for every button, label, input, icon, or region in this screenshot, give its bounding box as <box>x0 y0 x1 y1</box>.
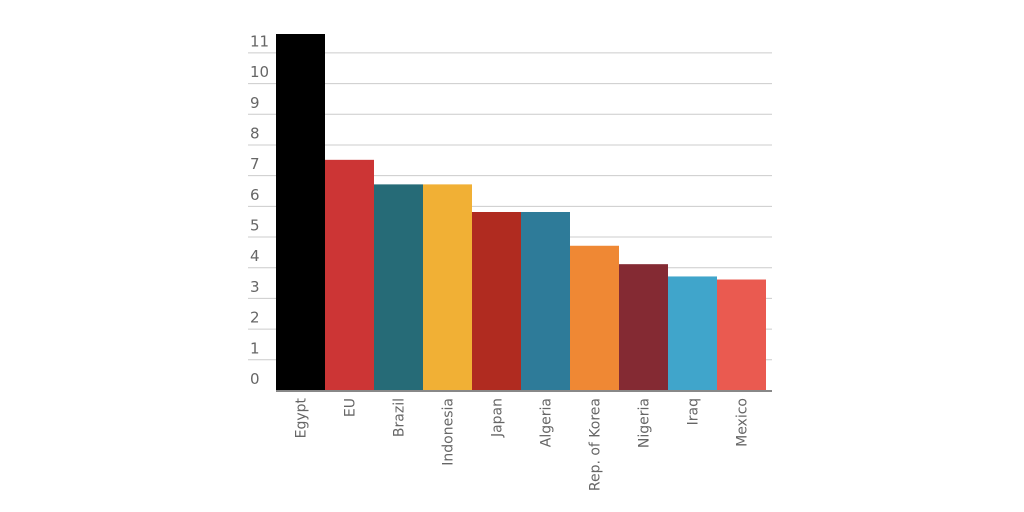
category-label: Egypt <box>294 398 310 439</box>
y-tick-label: 11 <box>250 32 269 50</box>
y-tick-label: 0 <box>250 370 260 388</box>
category-label: Indonesia <box>441 398 457 466</box>
y-tick-label: 6 <box>250 186 260 204</box>
category-label: Rep. of Korea <box>588 398 604 491</box>
y-tick-label: 1 <box>250 339 260 357</box>
bar-brazil <box>374 184 423 390</box>
y-tick-label: 9 <box>250 94 260 112</box>
bar-eu <box>325 159 374 390</box>
bars <box>276 34 766 390</box>
y-tick-label: 10 <box>250 63 269 81</box>
y-tick-label: 3 <box>250 278 260 296</box>
category-label: Iraq <box>686 398 702 425</box>
bar-nigeria <box>619 264 668 390</box>
bar-egypt <box>276 34 325 390</box>
category-label: Algeria <box>539 398 555 447</box>
bar-indonesia <box>423 184 472 390</box>
y-axis-tick-labels: 0 1 2 3 4 5 6 7 8 9 10 11 <box>250 32 269 388</box>
y-tick-label: 8 <box>250 124 260 142</box>
bar-algeria <box>521 212 570 390</box>
y-tick-label: 5 <box>250 217 260 235</box>
category-label: Nigeria <box>637 398 653 448</box>
bar-rep-of-korea <box>570 245 619 390</box>
y-tick-label: 4 <box>250 247 260 265</box>
x-axis-category-labels: Egypt EU Brazil Indonesia Japan Algeria Rep. o… <box>294 398 751 492</box>
category-label: Mexico <box>735 398 751 447</box>
category-label: Brazil <box>392 398 408 437</box>
y-tick-label: 2 <box>250 309 260 327</box>
category-label: Japan <box>490 398 506 438</box>
bar-japan <box>472 212 521 390</box>
y-tick-label: 7 <box>250 155 260 173</box>
category-label: EU <box>343 398 359 417</box>
bar-iraq <box>668 276 717 390</box>
bar-mexico <box>717 279 766 390</box>
